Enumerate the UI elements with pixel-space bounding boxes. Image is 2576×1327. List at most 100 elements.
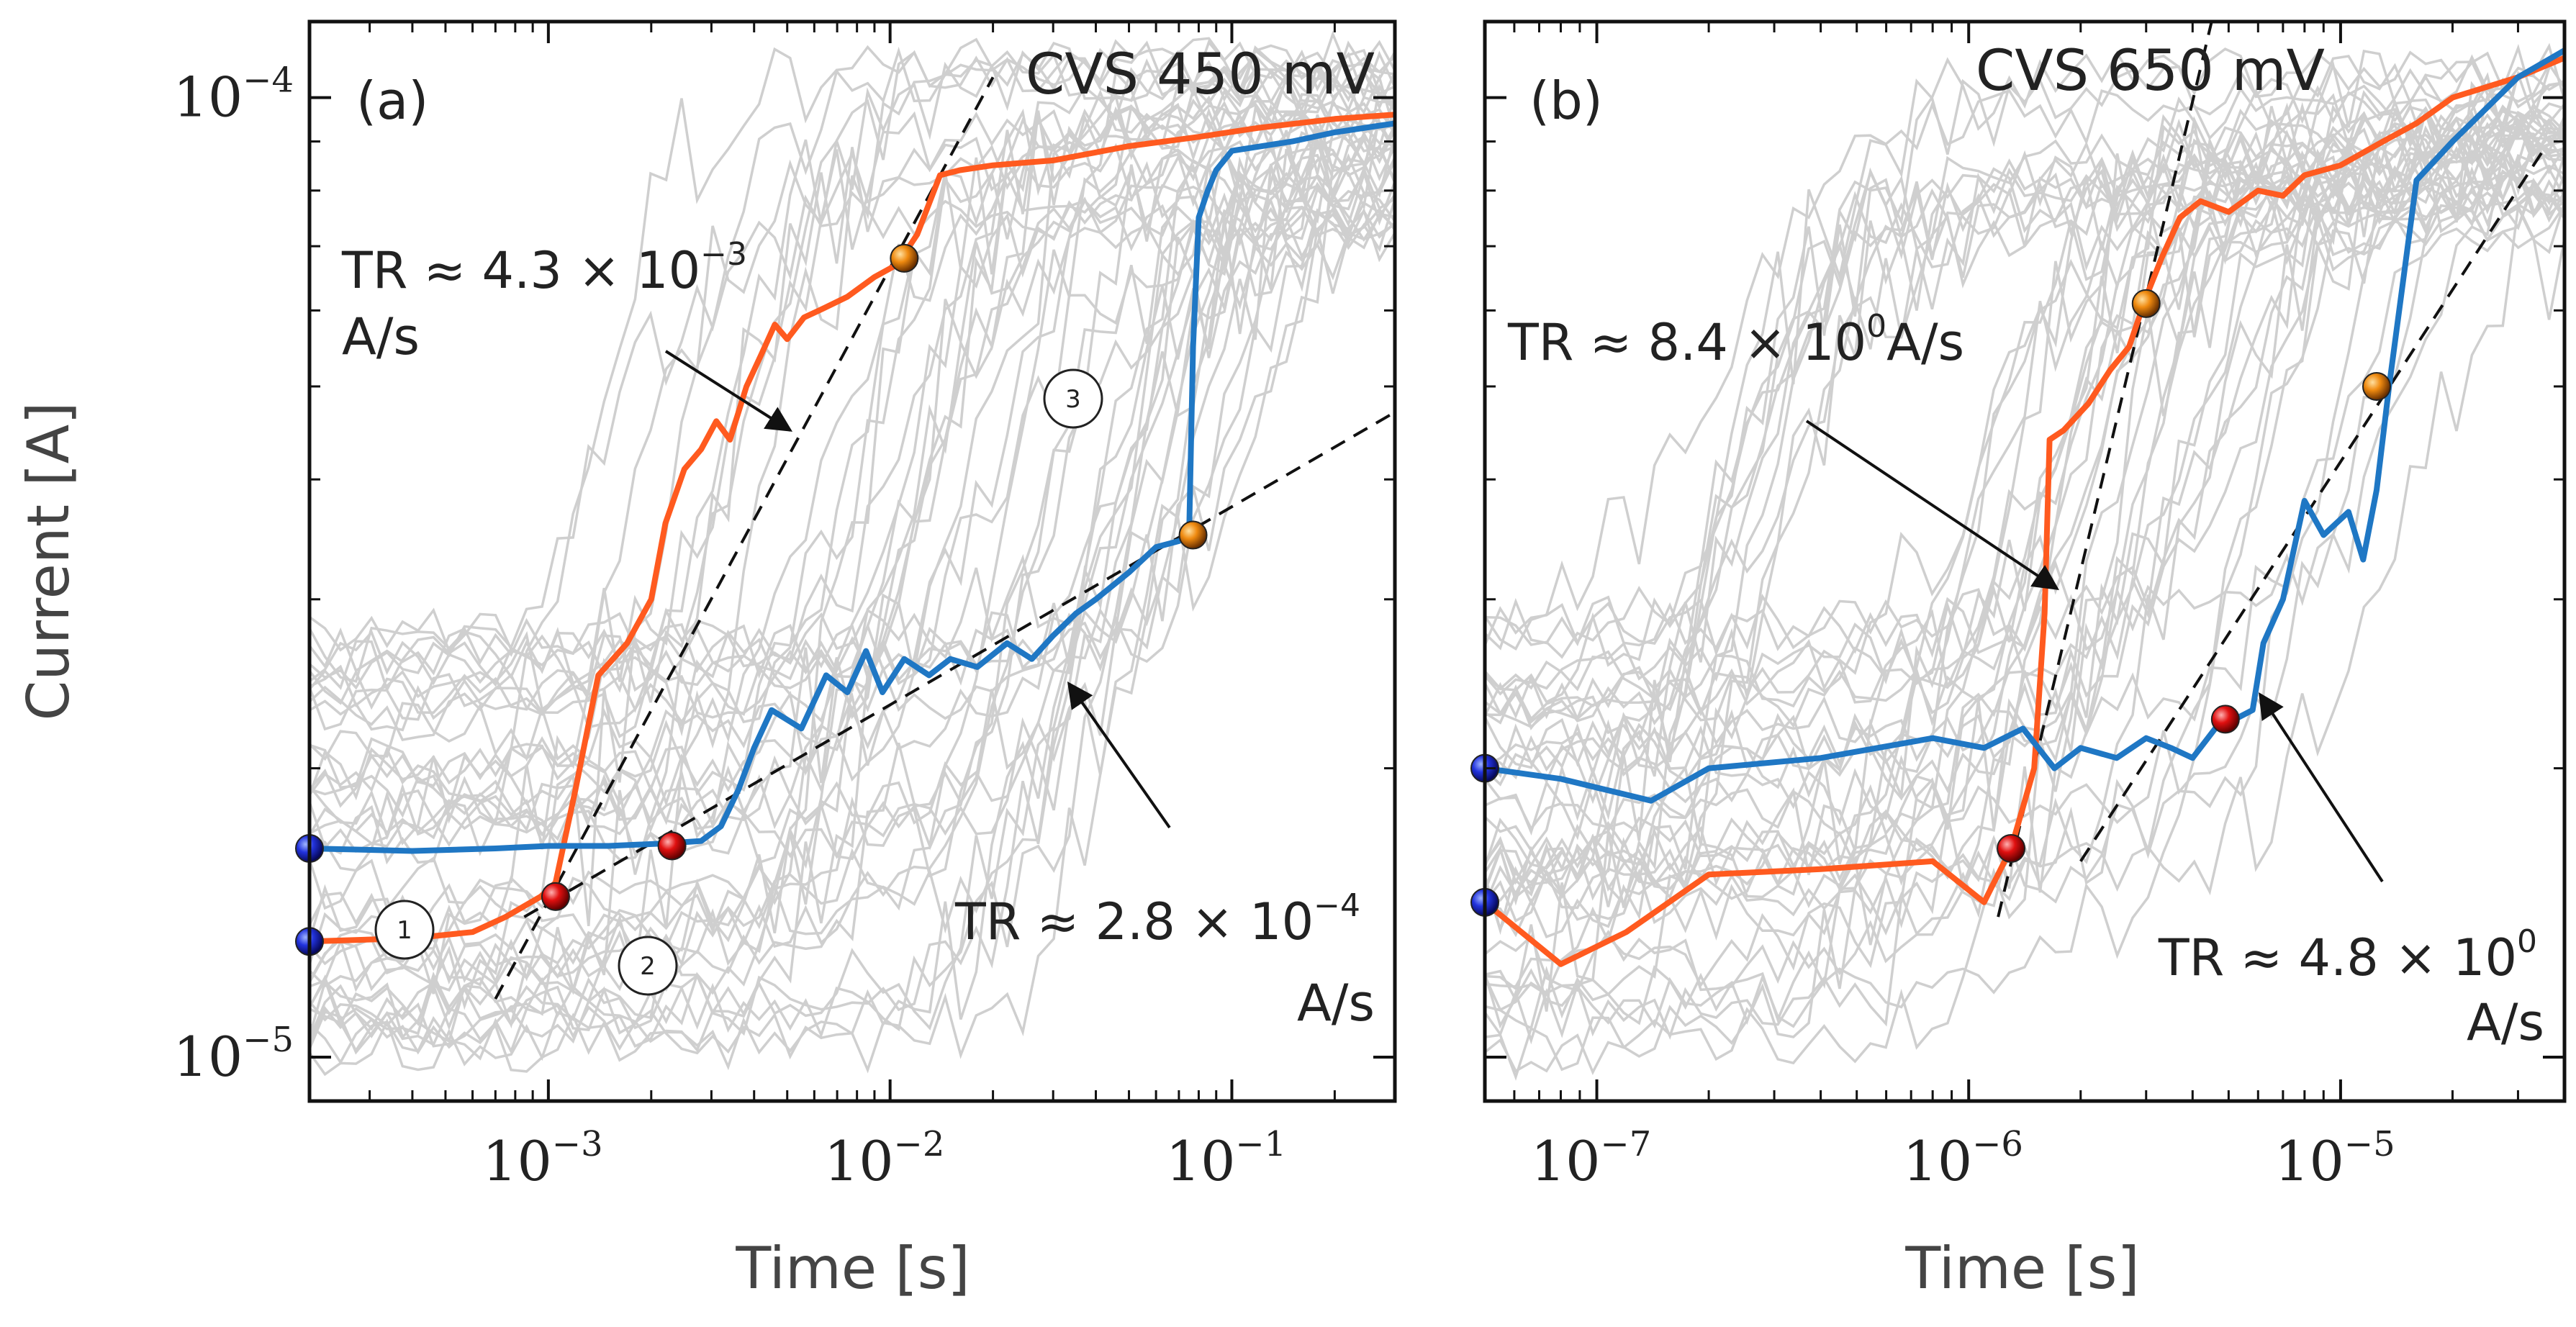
annotation-tr-b1-exp: 0: [1866, 308, 1886, 345]
background-trace: [1485, 108, 2564, 724]
background-trace: [309, 30, 1395, 872]
annotation-arrow-a1: [664, 350, 793, 432]
fit-lines-a: [494, 76, 1395, 1000]
marker-red: [541, 882, 570, 911]
x-tick-base: 10: [2274, 1129, 2344, 1193]
x-tick-exp: −7: [1601, 1124, 1652, 1164]
x-tick-label: 10−7: [1531, 1124, 1651, 1193]
annotation-tr-b2-exp: 0: [2517, 923, 2537, 960]
x-tick-label: 10−5: [2274, 1124, 2395, 1193]
x-tick-exp: −1: [1235, 1124, 1286, 1164]
background-trace: [1485, 148, 2564, 997]
background-trace: [1485, 157, 2564, 909]
marker-orange: [2131, 289, 2161, 318]
x-axis-title-a: Time [s]: [735, 1235, 970, 1302]
fit-line-1: [494, 76, 995, 1000]
background-trace: [309, 207, 1395, 732]
background-trace: [309, 119, 1395, 1036]
background-trace: [309, 101, 1395, 741]
annotation-tr-a1-text: TR ≈ 4.3 × 10: [341, 241, 700, 300]
series-line-orange: [309, 112, 1395, 945]
plot-frame-a: [307, 19, 1397, 1103]
background-trace: [309, 118, 1395, 669]
annotation-tr-b2: TR ≈ 4.8 × 100: [2158, 923, 2537, 987]
x-tick-label: 10−1: [1166, 1124, 1286, 1193]
panel-title-b: CVS 650 mV: [1976, 39, 2325, 104]
y-tick-label: 10−4: [173, 60, 294, 130]
x-tick-exp: −2: [894, 1124, 945, 1164]
background-trace: [309, 188, 1395, 690]
annotation-tr-a1: TR ≈ 4.3 × 10−3: [341, 236, 747, 300]
y-tick-base: 10: [173, 1025, 243, 1089]
background-trace: [309, 54, 1395, 1040]
background-trace: [1485, 155, 2564, 933]
annotation-tr-b2-unit: A/s: [2467, 993, 2544, 1052]
region-label-3-text: 3: [1065, 385, 1081, 414]
fit-line-1: [1997, 22, 2213, 918]
ticks-a: 10−3 10−2 10−110−510−4: [173, 22, 1395, 1193]
y-tick-exp: −5: [243, 1020, 294, 1060]
panel-title-a: CVS 450 mV: [1026, 42, 1375, 107]
background-trace: [309, 126, 1395, 859]
background-trace: [309, 194, 1395, 995]
annotation-tr-a2-exp: −4: [1314, 887, 1360, 924]
y-tick-base: 10: [173, 65, 243, 130]
background-trace: [309, 45, 1395, 801]
annotation-tr-b1-text: TR ≈ 8.4 × 10: [1507, 313, 1866, 372]
background-trace: [1485, 50, 2564, 892]
background-trace: [309, 199, 1395, 984]
region-label-3: 3: [1043, 368, 1103, 429]
x-tick-exp: −5: [2344, 1124, 2395, 1164]
background-trace: [1485, 148, 2564, 905]
x-tick-exp: −6: [1972, 1124, 2023, 1164]
x-tick-label: 10−3: [482, 1124, 602, 1193]
background-trace: [1485, 120, 2564, 901]
background-trace: [309, 114, 1395, 833]
background-trace: [309, 48, 1395, 1028]
y-tick-exp: −4: [243, 60, 294, 101]
x-tick-exp: −3: [552, 1124, 603, 1164]
background-trace: [309, 124, 1395, 1055]
region-label-2: 2: [618, 936, 678, 996]
background-trace: [1485, 175, 2564, 702]
annotation-tr-b1-unit: A/s: [1886, 313, 1964, 372]
annotation-tr-a2-unit: A/s: [1297, 974, 1375, 1033]
panel-a: 10−3 10−2 10−110−510−4 (a) CVS 450 mV TR ≈…: [173, 19, 1397, 1302]
annotation-tr-a1-exp: −3: [700, 236, 747, 273]
x-axis-title-b: Time [s]: [1904, 1235, 2139, 1302]
annotation-tr-a1-unit: A/s: [342, 307, 420, 366]
background-trace: [309, 73, 1395, 694]
annotation-arrow-a2: [1067, 681, 1171, 829]
x-tick-base: 10: [1166, 1129, 1236, 1193]
x-tick-label: 10−2: [824, 1124, 944, 1193]
background-trace: [309, 40, 1395, 1040]
background-trace: [309, 83, 1395, 679]
marker-orange: [1178, 520, 1208, 550]
markers-a: [295, 243, 1208, 956]
annotation-tr-b2-text: TR ≈ 4.8 × 10: [2158, 928, 2517, 987]
series-line-blue: [309, 120, 1395, 854]
background-trace: [309, 66, 1395, 841]
annotation-arrow-b1: [1805, 420, 2059, 591]
background-trace: [309, 61, 1395, 992]
region-label-1-text: 1: [397, 916, 412, 945]
marker-red: [2210, 705, 2240, 734]
marker-red: [657, 831, 687, 861]
background-trace: [1485, 81, 2564, 651]
panel-b: 10−7 10−6 10−5 (b) CVS 650 mV TR ≈ 8.4 × 1…: [1470, 19, 2567, 1302]
region-label-1: 1: [374, 900, 435, 960]
marker-red: [1997, 833, 2026, 863]
x-tick-base: 10: [1531, 1129, 1601, 1193]
ticks-b: 10−7 10−6 10−5: [1485, 22, 2564, 1193]
background-trace: [309, 186, 1395, 1053]
annotation-arrow-b2: [2259, 692, 2384, 883]
plot-frame-b: [1483, 19, 2567, 1103]
background-trace: [309, 207, 1395, 945]
background-trace: [1485, 166, 2564, 1045]
y-tick-label: 10−5: [173, 1020, 294, 1089]
background-trace: [309, 112, 1395, 686]
panel-label-b: (b): [1529, 71, 1603, 131]
annotation-tr-a2-text: TR ≈ 2.8 × 10: [954, 892, 1314, 951]
x-tick-base: 10: [482, 1129, 552, 1193]
